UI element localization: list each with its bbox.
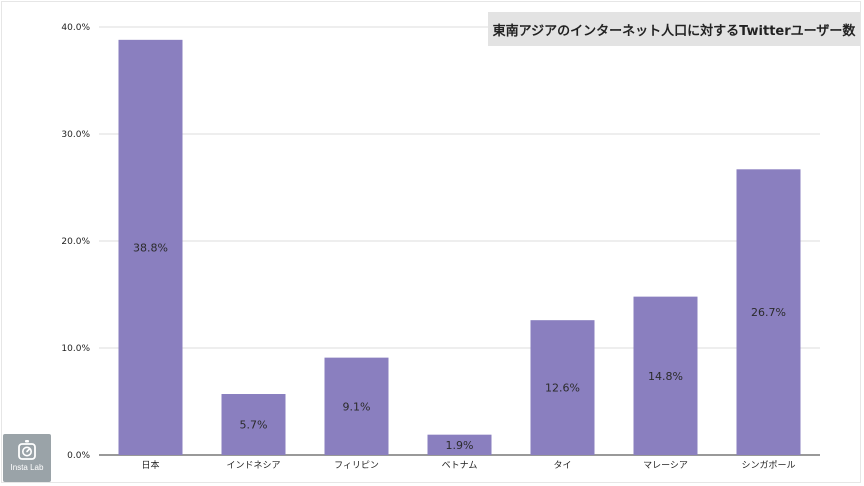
x-tick-label: マレーシア (643, 461, 688, 471)
y-axis-ticks: 0.0% 10.0% 20.0% 30.0% 40.0% (61, 23, 90, 461)
data-label: 12.6% (545, 382, 580, 395)
chart-title: 東南アジアのインターネット人口に対するTwitterユーザー数 (488, 12, 860, 46)
data-label: 9.1% (343, 400, 371, 413)
bar (221, 394, 286, 455)
x-tick-label: 日本 (141, 459, 159, 471)
insta-lab-logo: Insta Lab (3, 434, 51, 482)
bar (530, 320, 595, 455)
data-label: 26.7% (751, 306, 786, 319)
bar (118, 39, 183, 456)
bar (736, 169, 801, 455)
bar (427, 434, 492, 455)
x-axis-ticks: 日本 インドネシア フィリピン ベトナム タイ マレーシア シンガポール (141, 459, 795, 471)
data-label: 14.8% (648, 370, 683, 383)
y-tick-label: 20.0% (61, 237, 90, 247)
bar (324, 357, 389, 455)
data-label: 1.9% (446, 439, 474, 452)
data-label: 38.8% (133, 241, 168, 254)
gridlines (99, 26, 820, 456)
y-tick-label: 30.0% (61, 130, 90, 140)
x-tick-label: フィリピン (334, 460, 379, 471)
bars (118, 39, 801, 456)
y-tick-label: 10.0% (61, 344, 90, 354)
stopwatch-icon (18, 440, 36, 460)
bar (633, 296, 698, 455)
y-tick-label: 40.0% (61, 23, 90, 33)
x-tick-label: インドネシア (226, 460, 280, 471)
data-label: 5.7% (240, 419, 268, 432)
data-labels: 38.8% 5.7% 9.1% 1.9% 12.6% 14.8% 26.7% (133, 241, 786, 451)
x-tick-label: シンガポール (741, 460, 795, 471)
x-tick-label: ベトナム (442, 460, 478, 471)
logo-text: Insta Lab (10, 463, 44, 472)
x-tick-label: タイ (553, 460, 571, 471)
y-tick-label: 0.0% (67, 451, 90, 461)
